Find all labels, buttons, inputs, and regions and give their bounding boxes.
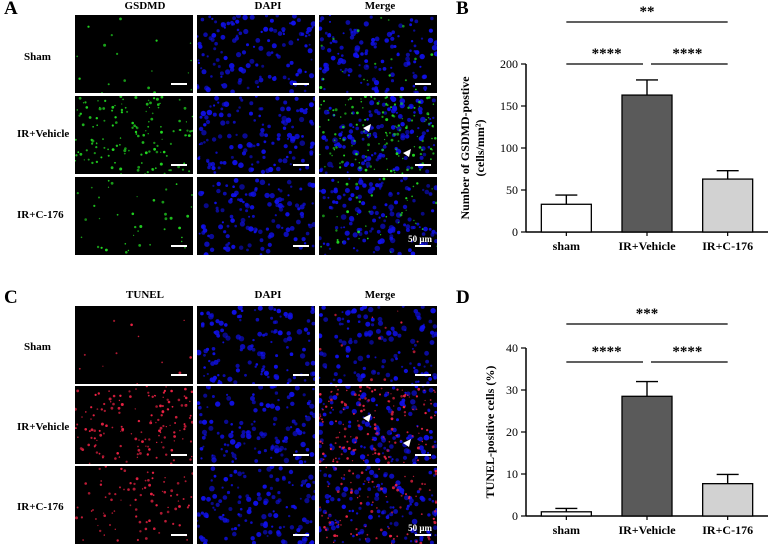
y-axis-label: Number of GSDMD-postive xyxy=(458,76,472,220)
x-tick-label: IR+Vehicle xyxy=(618,523,676,537)
micrograph-c-r0-c1 xyxy=(197,306,315,384)
scale-bar-label: 50 μm xyxy=(408,523,432,533)
significance-label: ** xyxy=(640,4,655,20)
y-tick-label: 0 xyxy=(512,509,518,523)
scale-bar xyxy=(293,83,309,85)
y-tick-label: 40 xyxy=(506,341,518,355)
bar-sham xyxy=(540,511,592,517)
micrograph-a-r1-c1 xyxy=(197,96,315,174)
micrograph-a-r2-c1 xyxy=(197,177,315,255)
x-tick-label: IR+C-176 xyxy=(702,523,753,537)
arrowhead-marker xyxy=(403,439,411,447)
panel-c-row-sham: Sham xyxy=(24,341,51,353)
scale-bar xyxy=(415,454,431,456)
panel-a-row-sham: Sham xyxy=(24,51,51,63)
significance-label: *** xyxy=(636,306,659,322)
panel-a-col-gsdmd: GSDMD xyxy=(124,0,166,12)
significance-label: **** xyxy=(672,344,702,360)
scale-bar xyxy=(293,245,309,247)
scale-bar-label: 50 μm xyxy=(408,234,432,244)
micrograph-a-r1-c2 xyxy=(319,96,437,174)
scale-bar xyxy=(415,374,431,376)
micrograph-c-r1-c1 xyxy=(197,386,315,464)
panel-c-row-ir-c176: IR+C-176 xyxy=(17,501,64,513)
y-tick-label: 50 xyxy=(506,183,518,197)
bar-ir-vehicle xyxy=(621,395,673,517)
scale-bar xyxy=(171,164,187,166)
arrowhead-marker xyxy=(403,149,411,157)
panel-c-col-dapi: DAPI xyxy=(254,289,282,301)
y-tick-label: 10 xyxy=(506,467,518,481)
panel-a-col-dapi: DAPI xyxy=(254,0,282,12)
micrograph-c-r2-c1 xyxy=(197,466,315,544)
scale-bar xyxy=(293,534,309,536)
panel-c-letter: C xyxy=(4,287,18,308)
significance-label: **** xyxy=(592,344,622,360)
y-tick-label: 150 xyxy=(500,99,518,113)
arrowhead-marker xyxy=(363,124,371,132)
micrograph-c-r2-c2: 50 μm xyxy=(319,466,437,544)
bar-ir-c-176 xyxy=(702,178,754,233)
y-tick-label: 200 xyxy=(500,57,518,71)
y-axis-label: TUNEL-positive cells (%) xyxy=(483,366,497,499)
panel-a-letter: A xyxy=(4,0,18,19)
significance-label: **** xyxy=(592,46,622,62)
scale-bar xyxy=(171,454,187,456)
bar-sham xyxy=(540,203,592,233)
x-tick-label: IR+C-176 xyxy=(702,239,753,253)
scale-bar xyxy=(171,245,187,247)
micrograph-a-r0-c0 xyxy=(75,15,193,93)
panel-d-letter: D xyxy=(456,287,470,308)
panel-a-col-merge: Merge xyxy=(364,0,396,12)
x-tick-label: sham xyxy=(553,239,580,253)
scale-bar xyxy=(415,534,431,536)
scale-bar xyxy=(415,83,431,85)
micrograph-c-r1-c0 xyxy=(75,386,193,464)
scale-bar xyxy=(171,374,187,376)
y-tick-label: 100 xyxy=(500,141,518,155)
scale-bar xyxy=(171,83,187,85)
scale-bar xyxy=(293,164,309,166)
micrograph-c-r0-c0 xyxy=(75,306,193,384)
micrograph-a-r2-c2: 50 μm xyxy=(319,177,437,255)
x-tick-label: sham xyxy=(553,523,580,537)
micrograph-a-r1-c0 xyxy=(75,96,193,174)
y-tick-label: 20 xyxy=(506,425,518,439)
panel-c-col-tunel: TUNEL xyxy=(126,289,164,301)
panel-c-row-ir-vehicle: IR+Vehicle xyxy=(17,421,70,433)
bar-ir-vehicle xyxy=(621,94,673,233)
panel-a-row-ir-vehicle: IR+Vehicle xyxy=(17,128,70,140)
x-tick-label: IR+Vehicle xyxy=(618,239,676,253)
scale-bar xyxy=(293,454,309,456)
scale-bar xyxy=(293,374,309,376)
significance-label: **** xyxy=(672,46,702,62)
scale-bar xyxy=(415,245,431,247)
y-axis-unit-label: (cells/mm²) xyxy=(473,120,487,177)
micrograph-c-r0-c2 xyxy=(319,306,437,384)
micrograph-c-r1-c2 xyxy=(319,386,437,464)
panel-a-row-ir-c176: IR+C-176 xyxy=(17,209,64,221)
y-tick-label: 30 xyxy=(506,383,518,397)
micrograph-a-r2-c0 xyxy=(75,177,193,255)
panel-b-letter: B xyxy=(456,0,469,19)
bar-ir-c-176 xyxy=(702,483,754,517)
micrograph-a-r0-c2 xyxy=(319,15,437,93)
y-tick-label: 0 xyxy=(512,225,518,239)
micrograph-a-r0-c1 xyxy=(197,15,315,93)
micrograph-c-r2-c0 xyxy=(75,466,193,544)
scale-bar xyxy=(415,164,431,166)
panel-c-col-merge: Merge xyxy=(364,289,396,301)
arrowhead-marker xyxy=(363,414,371,422)
scale-bar xyxy=(171,534,187,536)
